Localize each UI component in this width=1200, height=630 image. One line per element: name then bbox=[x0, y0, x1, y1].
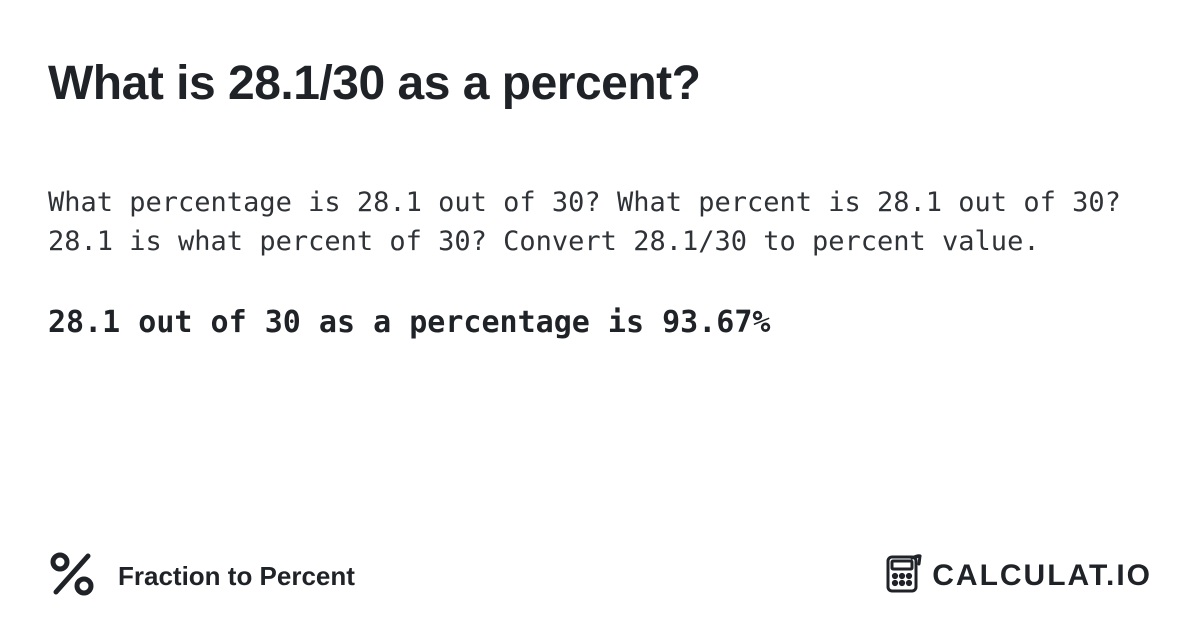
footer-label: Fraction to Percent bbox=[118, 561, 355, 592]
answer-text: 28.1 out of 30 as a percentage is 93.67% bbox=[48, 305, 1152, 340]
footer-left: Fraction to Percent bbox=[48, 550, 355, 602]
page-title: What is 28.1/30 as a percent? bbox=[48, 56, 1152, 111]
content-area: What is 28.1/30 as a percent? What perce… bbox=[0, 0, 1200, 340]
brand: CALCULAT.IO bbox=[882, 554, 1152, 598]
footer-bar: Fraction to Percent CALCULAT.IO bbox=[0, 522, 1200, 630]
brand-text: CALCULAT.IO bbox=[932, 559, 1152, 593]
calculator-icon bbox=[882, 554, 922, 598]
question-body: What percentage is 28.1 out of 30? What … bbox=[48, 183, 1152, 261]
percent-icon bbox=[48, 550, 96, 602]
